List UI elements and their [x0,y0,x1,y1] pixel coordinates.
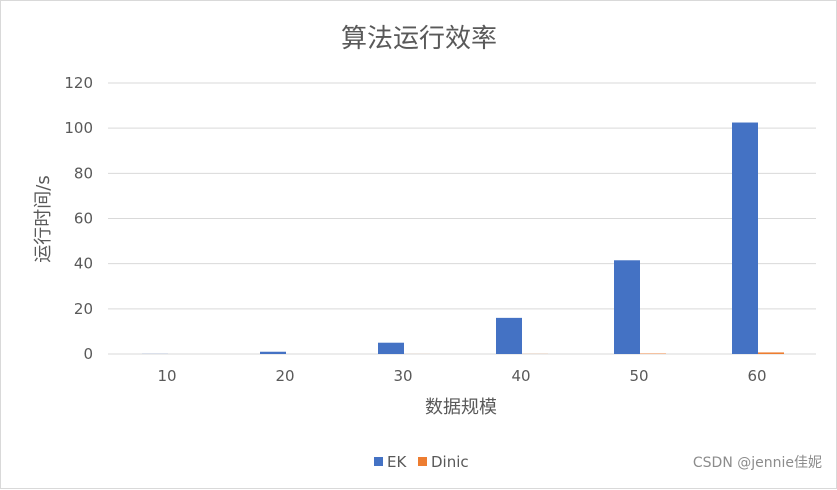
y-axis-title: 运行时间/s [33,175,54,262]
x-tick-label: 20 [275,367,294,385]
chart-title: 算法运行效率 [341,24,497,54]
y-tick-labels: 0 20 40 60 80 100 120 [64,74,93,363]
x-tick-label: 10 [157,367,176,385]
bar-ek-50 [614,260,640,354]
y-tick-label: 80 [74,164,93,182]
bar-ek-60 [732,123,758,354]
gridlines [108,83,816,354]
watermark: CSDN @jennie佳妮 [693,452,822,472]
y-tick-label: 60 [74,210,93,228]
bar-dinic-60 [758,352,784,354]
legend: EK Dinic [374,453,469,471]
y-tick-label: 40 [74,255,93,273]
y-tick-label: 100 [64,119,93,137]
x-axis-title: 数据规模 [425,397,497,418]
x-tick-label: 40 [511,367,530,385]
y-tick-label: 120 [64,74,93,92]
x-tick-label: 30 [393,367,412,385]
bar-ek-40 [496,318,522,354]
x-tick-label: 50 [629,367,648,385]
y-tick-label: 0 [83,345,93,363]
bars [142,123,784,354]
x-tick-labels: 10 20 30 40 50 60 [157,367,766,385]
legend-label-ek: EK [387,453,407,471]
legend-label-dinic: Dinic [431,453,469,471]
legend-swatch-dinic [418,457,427,466]
y-tick-label: 20 [74,300,93,318]
bar-ek-30 [378,343,404,354]
bar-ek-20 [260,352,286,354]
legend-swatch-ek [374,457,383,466]
x-tick-label: 60 [747,367,766,385]
